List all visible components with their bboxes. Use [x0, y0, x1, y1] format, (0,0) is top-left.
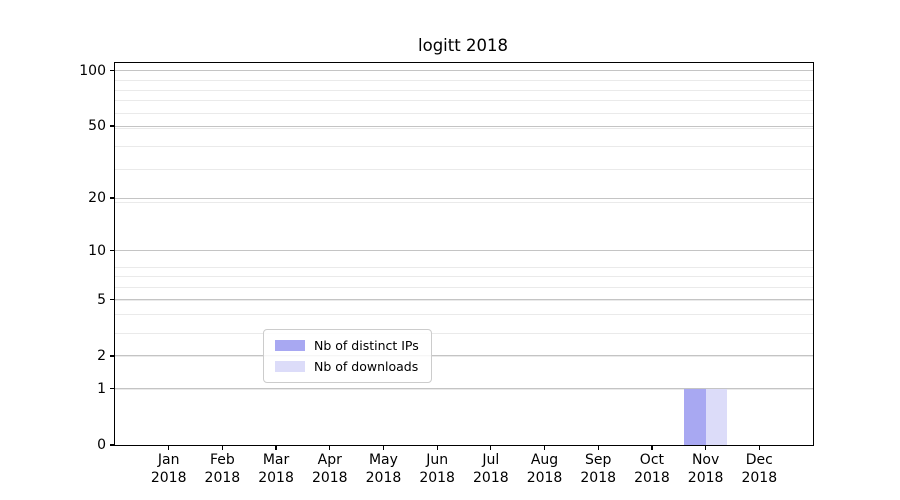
x-tick-label: Feb 2018 [204, 452, 241, 486]
x-tick-mark [597, 445, 599, 450]
y-tick-mark [110, 299, 115, 301]
gridline-minor [115, 355, 813, 357]
x-tick-mark [758, 445, 760, 450]
y-tick-mark [110, 70, 115, 72]
gridline-major [115, 355, 813, 357]
x-tick-mark [221, 445, 224, 450]
x-tick-mark [543, 445, 546, 450]
legend-swatch-downloads-icon [275, 361, 305, 372]
bar-downloads [705, 388, 728, 445]
gridline-minor [115, 266, 813, 268]
y-tick-mark [110, 388, 115, 390]
x-tick-mark [704, 445, 707, 450]
y-tick-label: 5 [97, 291, 106, 308]
x-tick-mark [490, 445, 492, 450]
legend-item-downloads: Nb of downloads [275, 356, 419, 377]
x-tick-label: Sep 2018 [580, 452, 617, 486]
x-tick-label: Dec 2018 [741, 452, 778, 486]
x-tick-label: Jan 2018 [150, 452, 187, 486]
gridline-minor [115, 276, 813, 278]
x-tick-mark [651, 445, 653, 450]
gridline-minor [115, 80, 813, 81]
plot-area: 0 1 2 5 10 20 50 100 Jan 2018 Feb 2018 Mar 2018 Apr 201… [79, 62, 814, 486]
legend-item-distinct-ips: Nb of distinct IPs [275, 335, 419, 356]
y-tick-mark [110, 197, 115, 199]
gridline-major [115, 197, 813, 199]
y-tick-label: 0 [97, 437, 106, 453]
gridline-minor [115, 112, 813, 114]
gridline-minor [115, 314, 813, 316]
x-tick-mark [275, 445, 277, 450]
x-tick-label: Aug 2018 [526, 452, 563, 486]
x-tick-label: Mar 2018 [258, 452, 294, 486]
gridline-major [115, 250, 813, 251]
gridline-minor [115, 89, 813, 91]
y-tick-label: 2 [97, 347, 106, 364]
gridline-minor [115, 169, 813, 171]
gridline-minor [115, 299, 813, 301]
gridline-minor [115, 145, 813, 147]
gridline-minor [115, 388, 813, 390]
x-tick-mark [382, 445, 385, 450]
y-tick-label: 20 [88, 190, 106, 207]
x-tick-label: Jul 2018 [473, 452, 509, 486]
x-tick-mark [329, 445, 331, 450]
gridline-minor [115, 100, 813, 102]
gridline-minor [115, 287, 813, 289]
y-tick-mark [110, 125, 115, 127]
bar-distinct-ips [684, 388, 706, 445]
x-tick-mark [168, 445, 170, 450]
y-tick-label: 10 [88, 242, 106, 259]
y-tick-label: 1 [97, 380, 106, 397]
y-tick-mark [110, 249, 115, 252]
x-tick-label: Jun 2018 [419, 452, 455, 486]
y-tick-mark [110, 355, 115, 357]
legend-label: Nb of downloads [314, 359, 419, 374]
gridline-major [115, 125, 813, 127]
y-tick-label: 50 [88, 118, 106, 135]
gridline-minor [115, 202, 813, 203]
legend-swatch-distinct-ips-icon [275, 340, 305, 351]
gridline-major [115, 388, 813, 390]
gridline-major [115, 299, 813, 301]
x-tick-mark [436, 445, 438, 450]
x-tick-label: Nov 2018 [687, 452, 724, 486]
gridline-major [115, 70, 813, 72]
chart-title: logitt 2018 [418, 36, 508, 55]
legend: Nb of distinct IPs Nb of downloads [263, 329, 432, 383]
gridline-minor [115, 332, 813, 334]
x-tick-label: Oct 2018 [634, 452, 670, 486]
y-tick-label: 100 [79, 62, 106, 79]
x-tick-label: Apr 2018 [311, 452, 348, 486]
y-tick-mark [110, 444, 115, 446]
x-tick-label: May 2018 [365, 452, 402, 486]
legend-label: Nb of distinct IPs [314, 338, 419, 353]
gridline-minor [115, 127, 813, 129]
